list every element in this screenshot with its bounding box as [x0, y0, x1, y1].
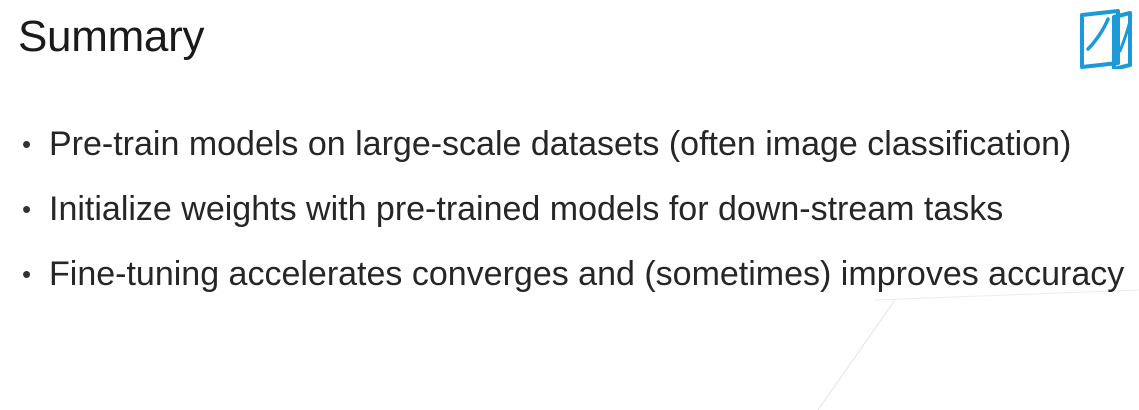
- bullet-list: • Pre-train models on large-scale datase…: [22, 122, 1132, 317]
- bullet-marker: •: [22, 194, 32, 224]
- bullet-text: Fine-tuning accelerates converges and (s…: [49, 255, 1125, 293]
- bullet-marker: •: [22, 129, 32, 159]
- bullet-text: Initialize weights with pre-trained mode…: [49, 190, 1004, 228]
- bullet-item: • Initialize weights with pre-trained mo…: [22, 187, 1132, 232]
- bullet-item: • Pre-train models on large-scale datase…: [22, 122, 1132, 167]
- book-logo-icon: [1080, 9, 1132, 69]
- bullet-item: • Fine-tuning accelerates converges and …: [22, 252, 1132, 297]
- bullet-marker: •: [22, 259, 32, 289]
- slide-title: Summary: [18, 12, 205, 61]
- bullet-text: Pre-train models on large-scale datasets…: [49, 125, 1072, 163]
